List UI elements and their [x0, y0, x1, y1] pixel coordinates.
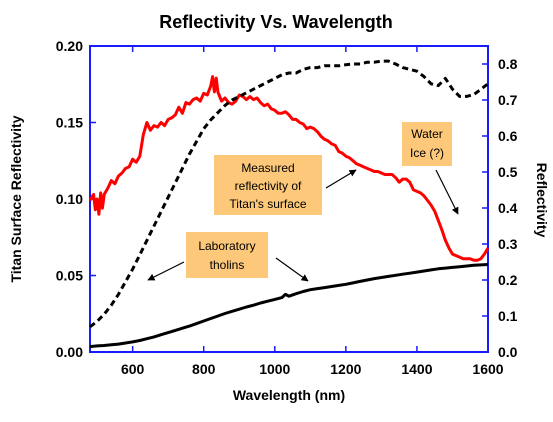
y-left-axis-label: Titan Surface Reflectivity: [8, 115, 24, 282]
x-axis: 600 800 1000 1200 1400 1600: [121, 46, 504, 377]
y-left-tick-label-4: 0.20: [56, 38, 83, 54]
y-right-axis-label: Reflectivity: [534, 163, 550, 238]
series-laboratory-tholins: [89, 263, 489, 349]
annotation-arrow-water-ice: [435, 169, 459, 215]
annotation-arrow-measured: [325, 169, 357, 189]
y-right-tick-label-1: 0.1: [498, 308, 518, 324]
y-right-tick-label-2: 0.2: [498, 272, 518, 288]
x-tick-label-1400: 1400: [401, 361, 432, 377]
x-tick-label-1600: 1600: [472, 361, 503, 377]
annotation-text-measured-line2: reflectivity of: [235, 179, 302, 193]
annotation-box-water-ice: [402, 122, 452, 166]
annotation-text-measured-line3: Titan's surface: [229, 197, 307, 211]
series-layer: [88, 59, 490, 349]
series-titan-reflectivity: [88, 75, 490, 262]
y-right-tick-label-7: 0.7: [498, 92, 518, 108]
series-water-ice: [89, 59, 489, 328]
y-left-axis: 0.00 0.05 0.10 0.15 0.20: [56, 38, 96, 360]
y-right-axis: 0.0 0.1 0.2 0.3 0.4 0.5 0.6 0.7 0.8: [482, 56, 518, 360]
annotation-tholins: Laboratory tholins: [147, 232, 309, 282]
annotation-measured: Measured reflectivity of Titan's surface: [214, 155, 357, 215]
y-left-tick-label-3: 0.15: [56, 115, 83, 131]
x-tick-label-600: 600: [121, 361, 145, 377]
annotation-text-measured-line1: Measured: [241, 161, 294, 175]
x-tick-label-1200: 1200: [330, 361, 361, 377]
y-right-tick-label-3: 0.3: [498, 236, 518, 252]
x-axis-label: Wavelength (nm): [233, 387, 345, 403]
annotation-arrow-tholins-left: [147, 261, 185, 281]
y-left-tick-label-1: 0.05: [56, 268, 83, 284]
annotation-box-measured: [214, 155, 322, 215]
annotation-arrow-tholins-right: [275, 257, 309, 282]
y-right-tick-label-4: 0.4: [498, 200, 518, 216]
annotation-text-water-line1: Water: [411, 127, 443, 141]
y-right-tick-label-8: 0.8: [498, 56, 518, 72]
chart-title: Reflectivity Vs. Wavelength: [159, 12, 392, 32]
annotation-box-tholins: [186, 232, 268, 278]
annotation-text-water-line2: Ice (?): [410, 146, 444, 160]
annotation-text-tholins-line1: Laboratory: [198, 239, 255, 253]
y-right-tick-label-0: 0.0: [498, 344, 518, 360]
y-left-tick-label-2: 0.10: [56, 191, 83, 207]
x-tick-label-800: 800: [192, 361, 216, 377]
y-right-tick-label-6: 0.6: [498, 128, 518, 144]
annotation-text-tholins-line2: tholins: [210, 258, 245, 272]
y-left-tick-label-0: 0.00: [56, 344, 83, 360]
annotation-water-ice: Water Ice (?): [402, 122, 459, 215]
x-tick-label-1000: 1000: [259, 361, 290, 377]
y-right-tick-label-5: 0.5: [498, 164, 518, 180]
